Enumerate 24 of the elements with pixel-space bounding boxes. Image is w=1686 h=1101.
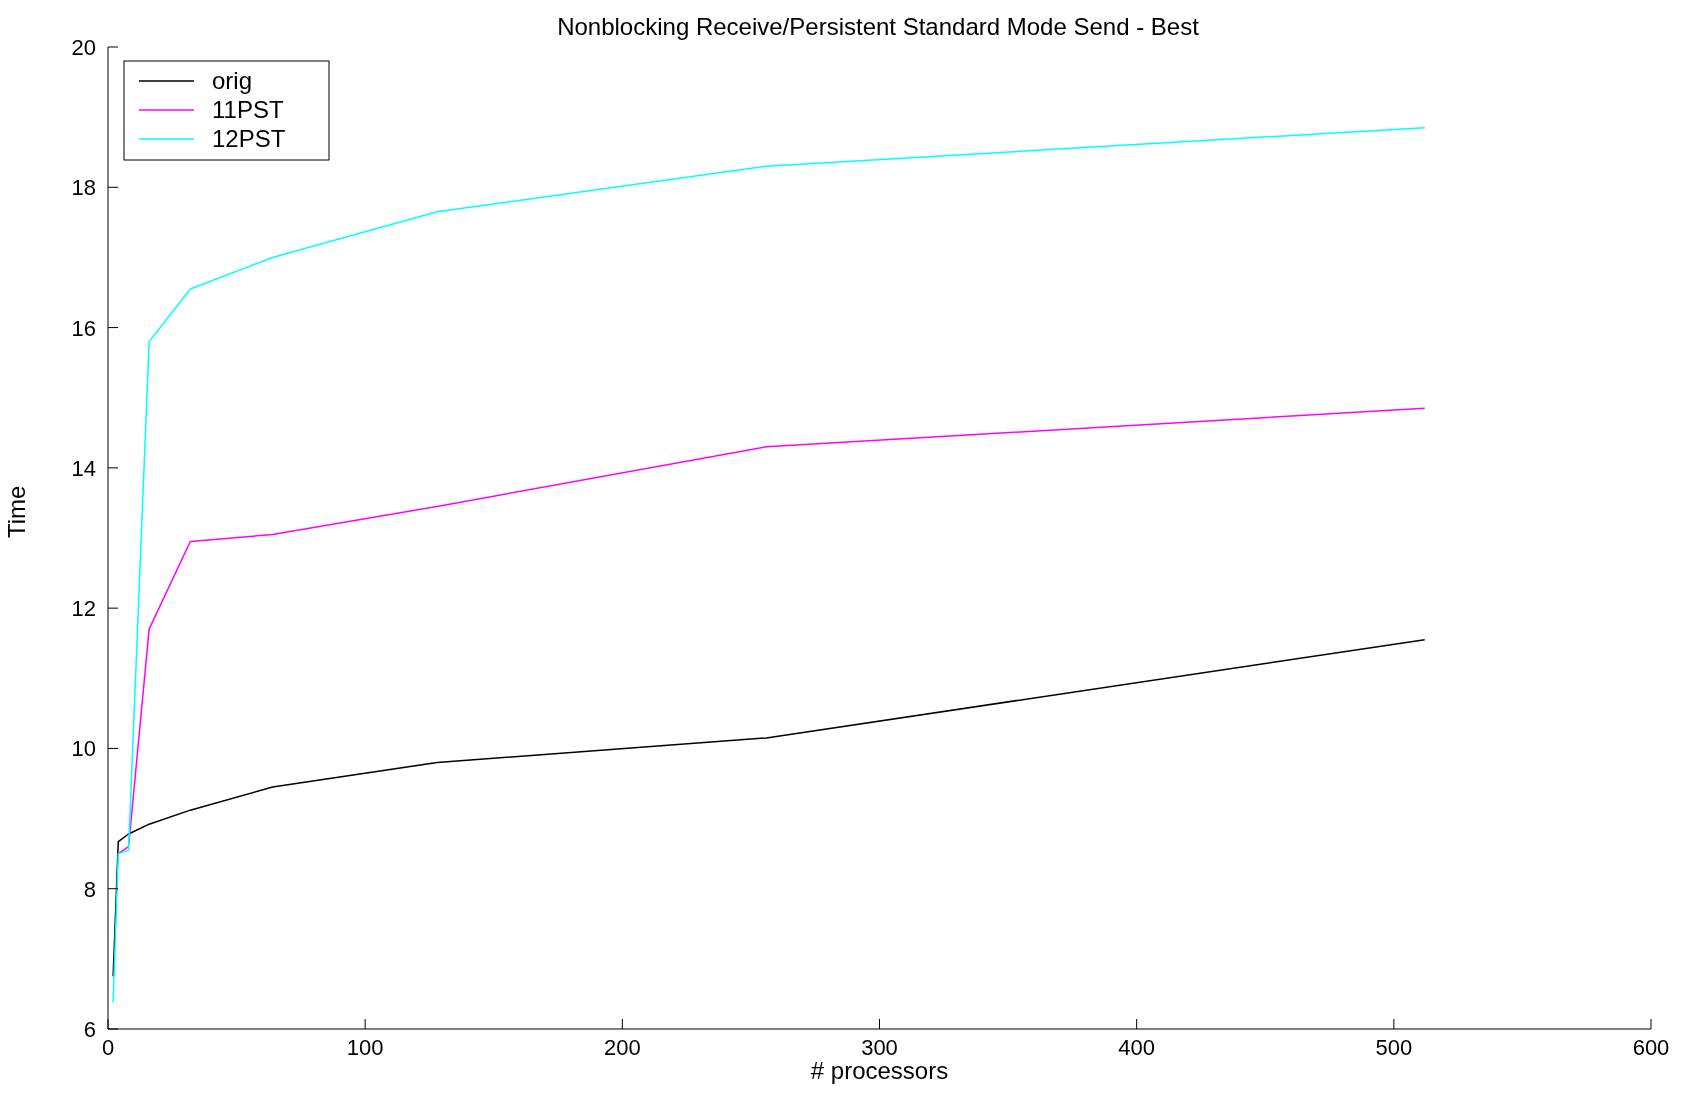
y-axis-title: Time <box>2 485 30 538</box>
y-tick-label: 10 <box>71 736 96 762</box>
x-axis-title: # processors <box>810 1057 949 1084</box>
y-tick-label: 20 <box>71 35 96 60</box>
y-tick-label: 12 <box>71 596 96 622</box>
x-tick-label: 0 <box>101 1035 115 1060</box>
x-tick-label: 400 <box>1118 1035 1156 1060</box>
x-tick-label: 200 <box>603 1035 641 1060</box>
chart-title: Nonblocking Receive/Persistent Standard Mode Send - Best <box>557 13 1200 40</box>
y-tick-label: 6 <box>83 1017 96 1042</box>
x-tick-label: 300 <box>861 1035 898 1060</box>
y-tick-label: 16 <box>71 315 96 341</box>
legend-label: 11PST <box>212 96 284 123</box>
y-tick-label: 18 <box>71 175 96 201</box>
line-series <box>112 126 1426 1004</box>
x-tick-label: 500 <box>1375 1035 1413 1060</box>
y-tick-label: 14 <box>71 455 96 481</box>
line-series <box>112 638 1426 978</box>
y-tick-label: 8 <box>83 876 96 902</box>
x-tick-label: 600 <box>1632 1035 1670 1060</box>
x-tick-label: 100 <box>346 1035 384 1060</box>
legend-label: orig <box>212 67 253 94</box>
legend-label: 12PST <box>212 125 286 152</box>
line-series <box>117 407 1426 855</box>
